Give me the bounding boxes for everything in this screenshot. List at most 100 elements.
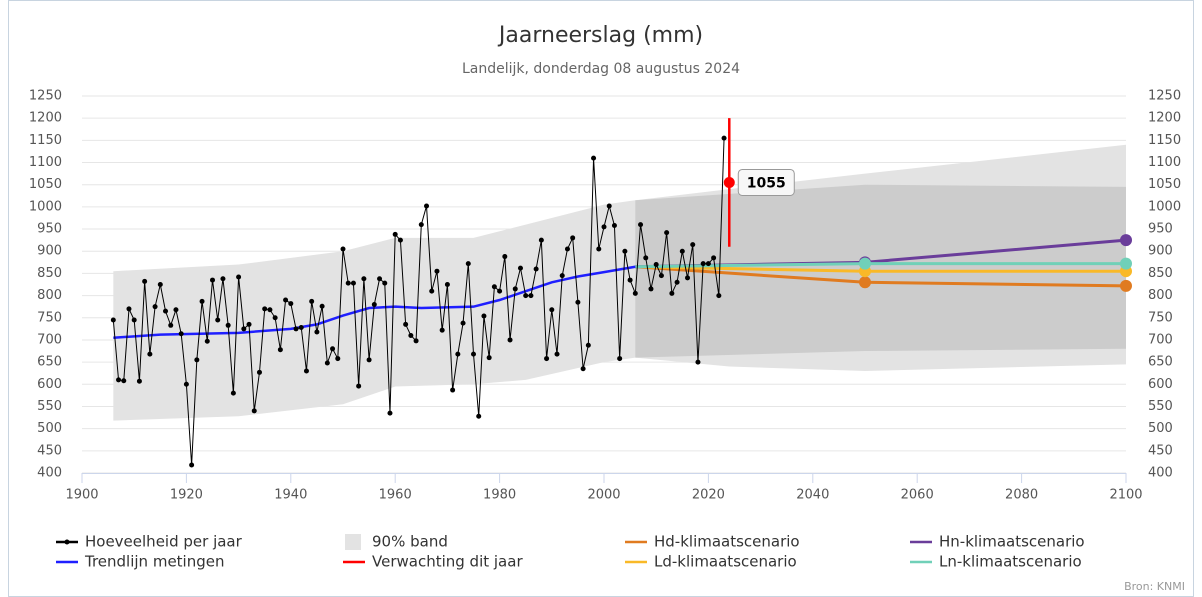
y-tick-label: 700	[37, 332, 62, 347]
annual-point	[157, 282, 163, 287]
annual-point	[377, 276, 383, 282]
annual-point	[585, 342, 591, 348]
annual-point	[189, 462, 195, 468]
legend-label: Verwachting dit jaar	[372, 553, 523, 571]
y2-tick-label: 850	[1148, 266, 1173, 281]
y-tick-label: 1150	[29, 133, 62, 148]
y2-tick-label: 750	[1148, 310, 1173, 325]
annual-point	[507, 337, 513, 343]
annual-point	[591, 155, 597, 161]
annual-point	[711, 255, 717, 261]
y-tick-label: 450	[37, 443, 62, 458]
forecast-point	[723, 176, 735, 188]
annual-point	[147, 351, 153, 357]
annual-point	[653, 262, 659, 268]
annual-point	[210, 277, 215, 283]
scenario-point	[1120, 257, 1132, 270]
annual-line	[112, 138, 725, 466]
annual-point	[168, 322, 174, 328]
annual-point	[397, 237, 403, 243]
annual-point	[575, 299, 581, 305]
annual-point	[424, 203, 430, 209]
y2-tick-label: 450	[1148, 443, 1173, 458]
annual-point	[366, 357, 372, 363]
annual-point	[288, 301, 294, 307]
annual-point	[246, 321, 252, 327]
annual-point	[476, 413, 482, 419]
annual-point	[121, 378, 127, 384]
annual-point	[695, 359, 701, 365]
y-tick-label: 400	[37, 466, 62, 481]
annual-point	[262, 306, 268, 312]
annual-point	[324, 360, 330, 366]
y-tick-label: 1200	[29, 111, 62, 126]
y-tick-label: 900	[37, 244, 62, 259]
annual-point	[721, 135, 727, 141]
annual-point	[638, 222, 644, 228]
annual-point	[413, 338, 419, 344]
annual-point	[669, 290, 675, 296]
annual-point	[533, 266, 539, 272]
scenario-point	[859, 276, 871, 289]
annual-point	[163, 308, 169, 314]
annual-point	[544, 356, 550, 362]
annual-point	[648, 286, 654, 292]
annual-point	[716, 293, 722, 299]
x-tick-label: 2080	[1005, 488, 1038, 503]
annual-point	[356, 383, 362, 389]
annual-point	[225, 322, 231, 328]
annual-point	[643, 255, 649, 261]
legend-marker	[64, 539, 70, 545]
annual-point	[293, 326, 299, 332]
y-tick-label: 750	[37, 310, 62, 325]
y-tick-label: 1000	[29, 199, 62, 214]
annual-point	[272, 315, 278, 321]
y-tick-label: 500	[37, 421, 62, 436]
annual-point	[523, 293, 529, 299]
annual-point	[418, 222, 424, 228]
annual-point	[622, 248, 628, 254]
y2-tick-label: 700	[1148, 332, 1173, 347]
annual-point	[361, 276, 367, 282]
annual-point	[136, 378, 142, 384]
y-tick-label: 800	[37, 288, 62, 303]
annual-point	[194, 357, 200, 363]
annual-point	[230, 390, 236, 396]
x-tick-label: 2100	[1109, 488, 1142, 503]
annual-point	[674, 279, 680, 285]
annual-point	[632, 290, 638, 296]
y2-tick-label: 500	[1148, 421, 1173, 436]
annual-point	[538, 237, 544, 243]
y-tick-label: 950	[37, 222, 62, 237]
x-tick-label: 1940	[274, 488, 307, 503]
annual-point	[580, 366, 586, 372]
annual-point	[116, 377, 122, 383]
annual-point	[611, 223, 617, 229]
annual-point	[528, 293, 534, 299]
y2-tick-label: 650	[1148, 355, 1173, 370]
y2-tick-label: 1000	[1148, 199, 1181, 214]
y2-tick-label: 1250	[1148, 89, 1181, 104]
annual-point	[497, 288, 503, 294]
annual-point	[517, 265, 523, 271]
annual-point	[570, 235, 576, 241]
legend-label: 90% band	[372, 533, 448, 551]
annual-point	[382, 280, 388, 286]
annual-point	[256, 369, 262, 375]
annual-point	[434, 268, 440, 274]
annual-point	[335, 356, 341, 362]
annual-point	[471, 351, 476, 357]
annual-point	[679, 248, 685, 254]
x-tick-label: 1960	[379, 488, 412, 503]
y2-tick-label: 1050	[1148, 177, 1181, 192]
y2-tick-label: 1150	[1148, 133, 1181, 148]
annual-point	[309, 298, 315, 304]
y2-tick-label: 900	[1148, 244, 1173, 259]
legend-label: Ln-klimaatscenario	[939, 553, 1082, 571]
annual-point	[267, 307, 273, 313]
annual-point	[142, 278, 148, 284]
annual-point	[559, 273, 565, 279]
annual-point	[549, 307, 555, 313]
x-tick-label: 2060	[901, 488, 934, 503]
